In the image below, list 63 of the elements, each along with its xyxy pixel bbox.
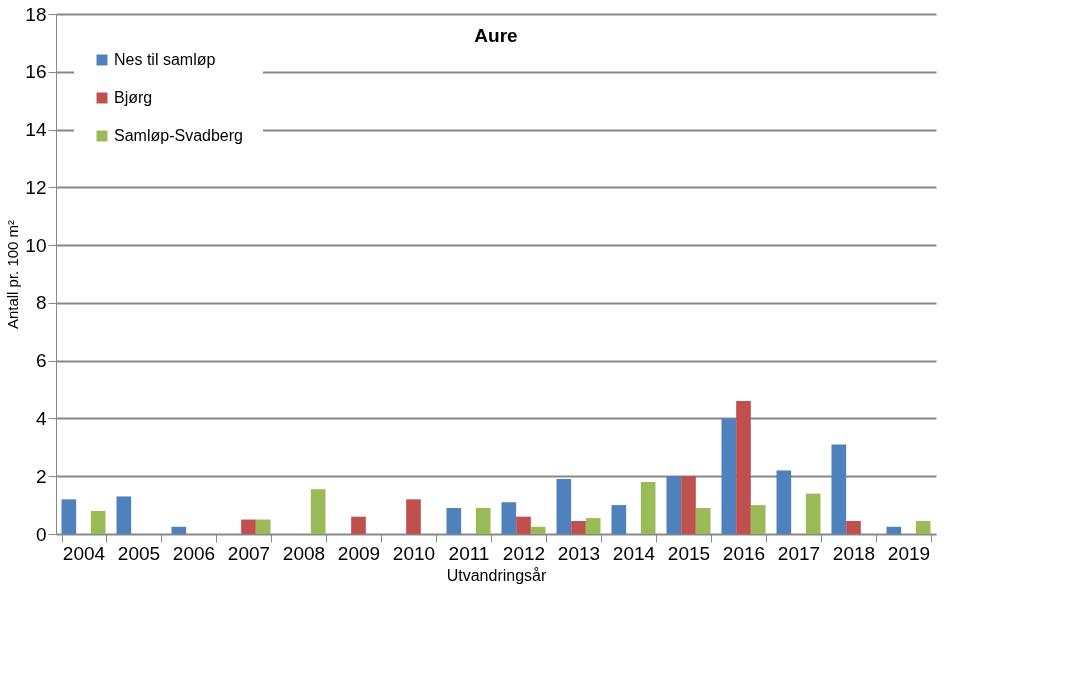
bar: [171, 526, 187, 534]
bar: [640, 482, 656, 534]
y-axis-title: Antall pr. 100 m²: [4, 219, 22, 330]
x-tick-label: 2009: [337, 542, 381, 564]
x-tick-label: 2012: [502, 542, 546, 564]
x-tick-label: 2013: [557, 542, 601, 564]
x-tick-label: 2014: [612, 542, 656, 564]
x-tick-label: 2004: [62, 542, 106, 564]
x-axis-title: Utvandringsår: [446, 566, 547, 584]
bar: [255, 519, 271, 534]
y-tick-label: 4: [35, 407, 47, 429]
y-tick-label: 14: [25, 119, 47, 141]
bar: [571, 521, 586, 534]
bar: [446, 508, 462, 534]
x-tick-label: 2011: [448, 542, 490, 564]
bar: [805, 493, 821, 534]
bar: [611, 505, 627, 534]
y-tick-label: 10: [25, 234, 47, 256]
x-tick-label: 2007: [227, 542, 271, 564]
x-tick-label: 2019: [887, 542, 931, 564]
bar: [556, 479, 572, 534]
bar: [846, 521, 861, 534]
x-tick-label: 2018: [832, 542, 876, 564]
legend-label: Nes til samløp: [114, 51, 216, 68]
x-tick-label: 2015: [667, 542, 711, 564]
y-tick-label: 12: [25, 176, 47, 198]
bar: [310, 489, 326, 534]
y-tick-label: 0: [35, 523, 47, 545]
bar: [516, 516, 531, 534]
x-tick-label: 2016: [722, 542, 766, 564]
bar: [406, 499, 421, 534]
bar: [736, 401, 751, 534]
bar: [61, 499, 77, 534]
legend-label: Samløp-Svadberg: [114, 127, 243, 144]
bar: [776, 470, 792, 534]
bar: [90, 510, 106, 534]
bar: [241, 519, 256, 534]
y-tick-label: 18: [25, 3, 47, 25]
x-tick-label: 2017: [777, 542, 821, 564]
x-tick-label: 2008: [282, 542, 326, 564]
bar: [831, 444, 847, 534]
y-tick-label: 2: [35, 465, 47, 487]
y-tick-label: 6: [35, 350, 47, 372]
bar: [721, 418, 737, 534]
bar: [915, 521, 931, 534]
text: Aure: [474, 25, 518, 46]
bar: [695, 508, 711, 534]
bar: [351, 516, 366, 534]
x-tick-label: 2010: [392, 542, 436, 564]
x-tick-label: 2006: [172, 542, 216, 564]
bar: [750, 505, 766, 534]
bar: [666, 476, 682, 534]
bar: [501, 502, 517, 534]
bar: [585, 518, 601, 534]
bar: [475, 508, 491, 534]
y-tick-label: 16: [25, 61, 47, 83]
bar: [681, 476, 696, 534]
bar: [886, 526, 902, 534]
bar: [530, 526, 546, 534]
legend-label: Bjørg: [114, 89, 153, 106]
bar: [116, 496, 132, 534]
y-tick-label: 8: [35, 292, 47, 314]
x-tick-label: 2005: [117, 542, 161, 564]
